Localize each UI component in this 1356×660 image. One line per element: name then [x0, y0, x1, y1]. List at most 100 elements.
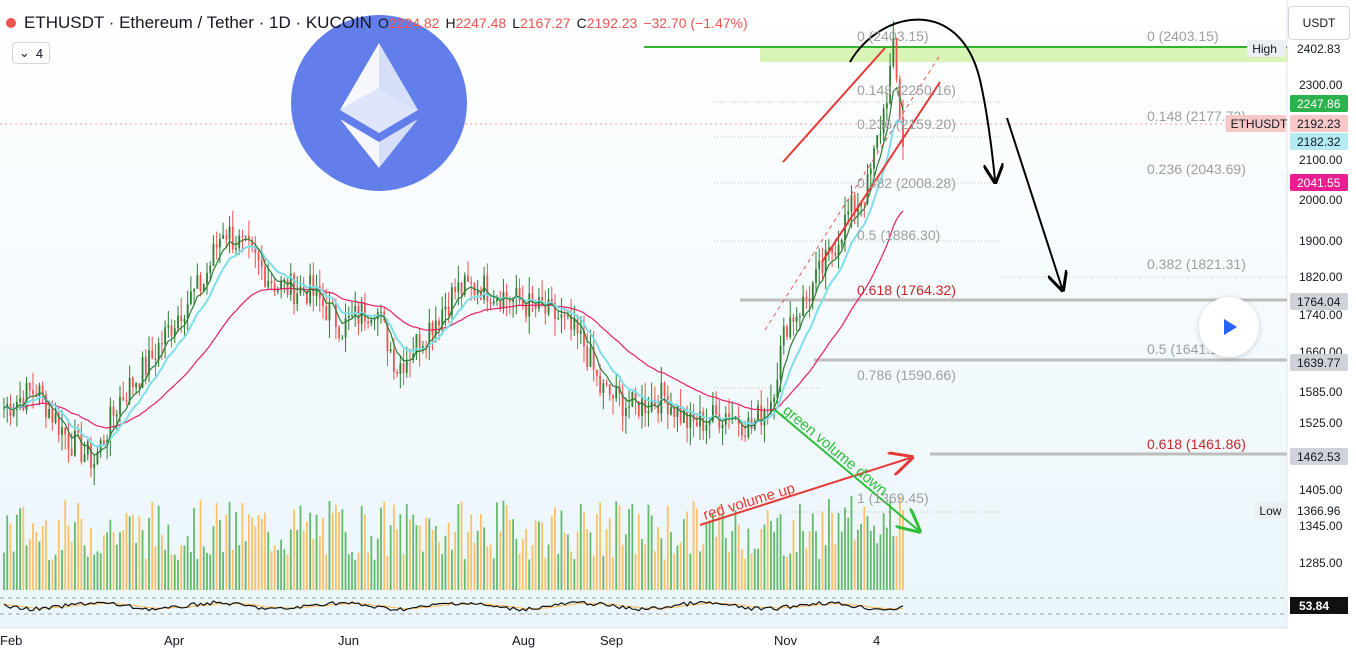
candle-body — [815, 268, 817, 283]
volume-bar — [138, 516, 141, 590]
channel-lower-line — [821, 81, 941, 263]
candle-body — [247, 235, 250, 241]
candle-body — [170, 325, 173, 337]
candle-body — [19, 398, 22, 403]
volume-bar — [476, 530, 479, 590]
volume-bar — [782, 555, 785, 590]
volume-bar — [180, 545, 183, 590]
candle-body — [795, 316, 798, 322]
candle-body — [315, 286, 318, 296]
volume-bar — [315, 514, 318, 590]
fib-left-0236: 0.236 (2159.20) — [857, 116, 956, 132]
volume-bar — [344, 531, 347, 590]
candle-body — [705, 424, 708, 431]
volume-bar — [267, 531, 270, 590]
volume-bar — [718, 505, 721, 590]
volume-bar — [902, 510, 904, 590]
time-axis-label: Apr — [164, 633, 185, 648]
volume-bar — [537, 521, 540, 590]
volume-bar — [351, 551, 353, 590]
volume-bar — [370, 536, 373, 590]
candle-body — [634, 392, 637, 402]
candle-body — [354, 306, 357, 315]
volume-bar — [470, 514, 473, 590]
volume-bar — [125, 513, 128, 590]
candle-body — [438, 320, 440, 326]
close-value: 2192.23 — [586, 15, 638, 31]
candle-body — [708, 421, 711, 425]
indicators-toggle-button[interactable]: ⌄ 4 — [12, 42, 50, 64]
candle-body — [547, 299, 550, 314]
volume-bar — [444, 535, 447, 590]
volume-bar — [209, 554, 212, 590]
volume-bar — [863, 506, 866, 590]
volume-bar — [454, 531, 457, 590]
volume-bar — [202, 546, 205, 590]
candle-body — [180, 315, 183, 322]
candle-body — [560, 314, 563, 318]
candle-body — [450, 287, 453, 316]
candle-body — [173, 328, 176, 337]
candle-body — [757, 405, 759, 422]
candle-body — [396, 372, 399, 374]
volume-bar — [583, 511, 585, 590]
candle-body — [786, 326, 788, 337]
symbol-title[interactable]: ETHUSDT · Ethereum / Tether · 1D · KUCOI… — [24, 13, 372, 32]
candle-body — [805, 296, 808, 299]
volume-bar — [238, 545, 241, 590]
time-axis-label: Aug — [512, 633, 535, 648]
volume-bar — [786, 556, 788, 590]
candle-body — [280, 280, 283, 290]
volume-bar — [757, 548, 759, 590]
play-button[interactable] — [1199, 297, 1259, 357]
candle-body — [322, 298, 324, 307]
volume-bar — [599, 502, 602, 590]
volume-bar — [708, 520, 711, 590]
candle-body — [415, 334, 418, 354]
volume-bar — [148, 517, 150, 590]
volume-bar — [834, 544, 837, 590]
currency-button[interactable]: USDT — [1288, 6, 1350, 40]
volume-bar — [328, 500, 331, 590]
fib-left-0: 0 (2403.15) — [857, 28, 929, 44]
candle-body — [467, 275, 469, 282]
candle-body — [35, 394, 38, 397]
rsi-value-box — [1290, 597, 1348, 614]
price-tag-value: 2247.86 — [1297, 97, 1341, 111]
volume-bar — [309, 512, 312, 590]
time-axis-label: Nov — [774, 633, 798, 648]
price-axis-label: 1740.00 — [1299, 308, 1343, 322]
candle-body — [196, 275, 199, 289]
candle-body — [476, 291, 479, 295]
candle-body — [260, 260, 263, 267]
volume-bar — [135, 542, 138, 590]
candle-body — [718, 414, 721, 429]
candle-body — [666, 395, 669, 415]
channel-mid-line — [764, 54, 941, 331]
volume-bar — [679, 542, 682, 590]
candle-body — [425, 346, 428, 348]
volume-bar — [483, 527, 486, 590]
volume-bar — [876, 543, 879, 590]
volume-bar — [621, 544, 624, 590]
volume-bar — [386, 555, 389, 590]
candle-body — [624, 407, 627, 417]
candle-body — [676, 405, 679, 418]
price-tags: 2402.83 High 2247.86 2192.23 ETHUSDT 2182.32 2… — [1225, 40, 1348, 614]
volume-bar — [879, 534, 882, 590]
volume-bar — [93, 554, 96, 590]
volume-bar — [141, 530, 144, 590]
candle-body — [892, 38, 895, 66]
volume-bar — [750, 553, 753, 590]
volume-bar — [106, 532, 109, 590]
volume-bar — [853, 539, 856, 590]
volume-bar — [512, 519, 515, 590]
candle-body — [344, 317, 347, 338]
volume-bar — [663, 559, 666, 590]
volume-bar — [64, 500, 67, 590]
candle-body — [128, 377, 131, 402]
price-tag-value: 2402.83 — [1297, 42, 1341, 56]
price-tag-label-box — [1247, 40, 1286, 57]
candle-body — [183, 319, 186, 322]
